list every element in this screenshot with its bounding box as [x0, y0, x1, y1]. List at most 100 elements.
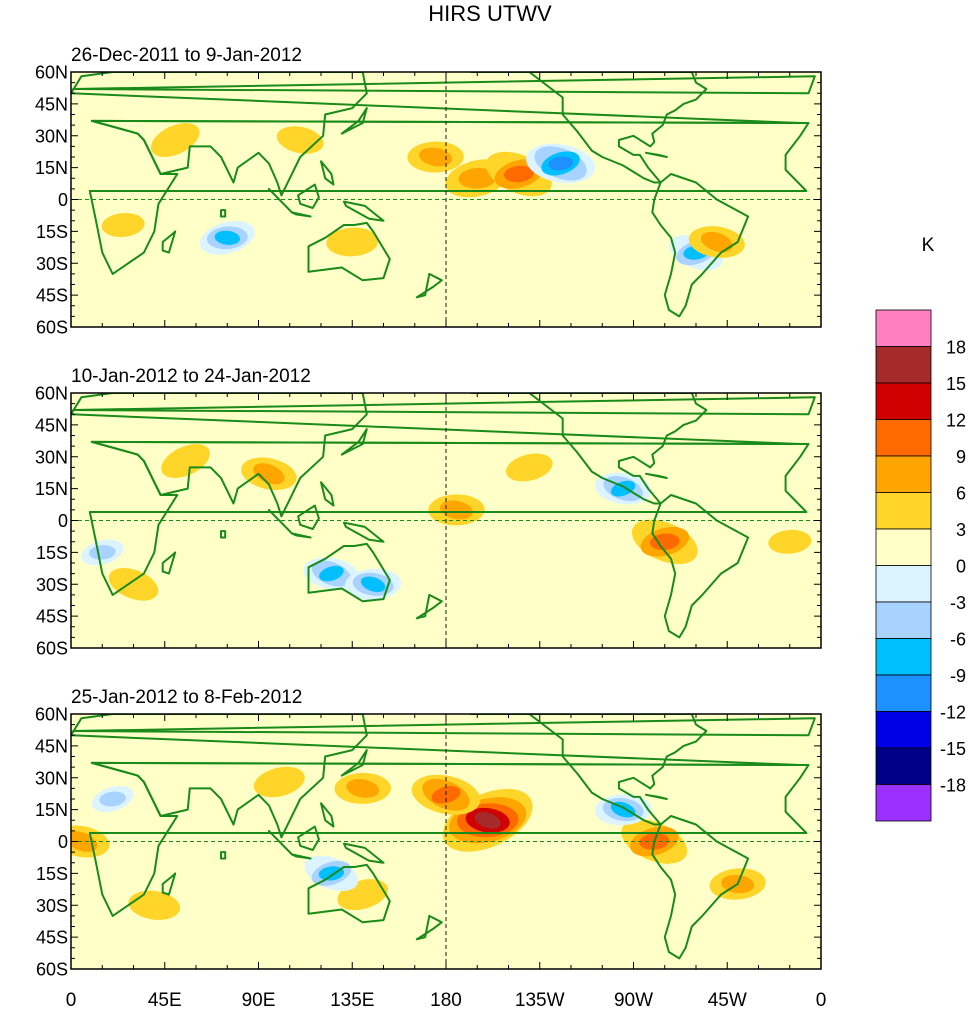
coastline: [470, 714, 708, 826]
coastline: [340, 749, 368, 777]
y-tick-label: 30N: [35, 447, 68, 467]
colorbar-label: -3: [950, 593, 966, 613]
contour-level: [419, 147, 453, 167]
contour-level: [505, 453, 553, 482]
y-tick-label: 30N: [35, 126, 68, 146]
x-tick-label: 45E: [148, 990, 182, 1011]
anomaly-positive: [108, 568, 159, 601]
anomaly-positive: [334, 772, 391, 804]
colorbar-label: 0: [956, 557, 966, 577]
x-tick-label: 135E: [330, 990, 374, 1011]
anomaly-negative: [526, 143, 596, 184]
panel-label: 25-Jan-2012 to 8-Feb-2012: [71, 687, 302, 708]
contour-level: [108, 568, 159, 601]
y-tick-label: 45N: [35, 736, 68, 756]
coastline: [290, 853, 312, 860]
colorbar: K 18 15 12 9 6 3 0 -3 -6 -9 -12 -15 -18: [875, 235, 966, 822]
coastline: [297, 504, 320, 530]
contour-level: [474, 811, 501, 829]
anomaly-negative: [81, 539, 124, 566]
contour-field: [71, 393, 821, 648]
colorbar-swatch: [875, 565, 932, 603]
x-tick-label: 0: [816, 990, 827, 1011]
x-tick-label: 0: [66, 990, 77, 1011]
coastline: [220, 530, 227, 539]
y-tick-label: 0: [58, 190, 68, 210]
anomaly-positive: [241, 457, 297, 491]
contour-level: [768, 529, 812, 554]
coastline: [290, 211, 312, 218]
y-tick-label: 0: [58, 511, 68, 531]
coastline: [645, 472, 668, 479]
colorbar-label: 12: [946, 411, 966, 431]
contour-level: [89, 545, 116, 560]
contour-level: [128, 890, 181, 920]
y-tick-label: 0: [58, 832, 68, 852]
x-tick-label: 90E: [242, 990, 276, 1011]
coastline: [307, 221, 391, 282]
coastline: [71, 714, 802, 839]
y-tick-label: 60S: [36, 960, 68, 980]
panel-2: 10-Jan-2012 to 24-Jan-2012 60N 45N 30N 15N 0…: [35, 366, 822, 659]
x-tick-label: 45W: [708, 990, 747, 1011]
coastline: [267, 829, 293, 856]
coastline: [415, 914, 443, 941]
colorbar-label: -18: [940, 776, 966, 796]
panel-1: 26-Dec-2011 to 9-Jan-2012 60N 45N 30N 15N 0 1…: [35, 45, 822, 338]
anomaly-positive: [407, 141, 464, 173]
coastline: [71, 72, 802, 197]
y-tick-label: 15S: [36, 864, 68, 884]
coastline: [340, 428, 368, 456]
colorbar-swatch: [875, 784, 932, 822]
contour-level: [346, 778, 380, 798]
y-tick-label: 60N: [35, 384, 68, 404]
figure-title: HIRS UTWV: [428, 1, 552, 26]
colorbar-swatch: [875, 601, 932, 639]
coastline: [267, 187, 293, 214]
x-axis-labels: 0 45E 90E 135E 180 135W 90W 45W 0: [66, 990, 827, 1011]
contour-field: [71, 72, 821, 327]
coastline: [342, 200, 385, 222]
colorbar-label: 3: [956, 520, 966, 540]
coastline: [342, 521, 385, 543]
colorbar-label: 6: [956, 484, 966, 504]
colorbar-swatch: [875, 528, 932, 566]
y-tick-label: 15N: [35, 479, 68, 499]
y-tick-label: 30S: [36, 896, 68, 916]
x-tick-label: 135W: [515, 990, 565, 1011]
panel-label: 26-Dec-2011 to 9-Jan-2012: [71, 45, 302, 66]
coastline: [297, 183, 320, 209]
coastline: [320, 481, 335, 507]
colorbar-label: -6: [950, 630, 966, 650]
contour-level: [458, 167, 497, 189]
coastline: [415, 272, 443, 299]
coastline: [342, 842, 385, 864]
coastline: [161, 551, 177, 575]
colorbar-swatch: [875, 492, 932, 530]
contour-level: [360, 576, 386, 593]
colorbar-swatch: [875, 346, 932, 384]
contour-level: [326, 227, 379, 257]
colorbar-swatch: [875, 747, 932, 785]
coastline: [320, 802, 335, 828]
coastline: [290, 532, 312, 539]
y-tick-label: 45S: [36, 286, 68, 306]
coastline: [470, 72, 708, 184]
anomaly-negative: [91, 785, 134, 813]
x-tick-label: 90W: [614, 990, 653, 1011]
contour-level: [319, 565, 344, 582]
colorbar-label: 18: [946, 338, 966, 358]
contour-level: [504, 165, 534, 183]
colorbar-label: -12: [940, 703, 966, 723]
colorbar-unit: K: [922, 235, 935, 256]
coastline: [651, 815, 750, 960]
contour-level: [700, 231, 733, 253]
anomaly-positive: [161, 444, 210, 478]
contour-level: [318, 866, 345, 881]
y-tick-label: 30S: [36, 254, 68, 274]
y-tick-label: 60S: [36, 318, 68, 338]
contour-level: [548, 156, 573, 171]
coastline: [220, 851, 227, 860]
anomaly-positive: [253, 766, 305, 798]
